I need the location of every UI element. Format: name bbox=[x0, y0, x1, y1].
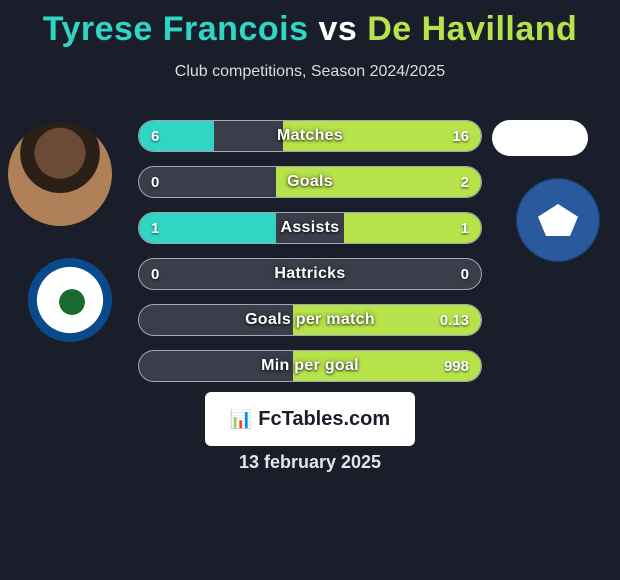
branding-text: FcTables.com bbox=[258, 408, 390, 431]
page-title: Tyrese Francois vs De Havilland bbox=[0, 0, 620, 49]
stat-bars: 616Matches 02Goals 11Assists 00Hattricks 0.1… bbox=[138, 120, 482, 396]
stat-row: 02Goals bbox=[138, 166, 482, 198]
stat-row: 0.13Goals per match bbox=[138, 304, 482, 336]
chart-icon: 📊 bbox=[230, 409, 252, 430]
player1-name: Tyrese Francois bbox=[43, 10, 309, 48]
stat-row: 616Matches bbox=[138, 120, 482, 152]
player2-avatar bbox=[492, 120, 588, 156]
stat-label: Goals bbox=[139, 167, 481, 197]
stat-label: Matches bbox=[139, 121, 481, 151]
player1-avatar bbox=[8, 122, 112, 226]
comparison-infographic: Tyrese Francois vs De Havilland Club com… bbox=[0, 0, 620, 580]
club1-badge-icon bbox=[28, 258, 112, 342]
stat-label: Hattricks bbox=[139, 259, 481, 289]
stat-label: Assists bbox=[139, 213, 481, 243]
stat-row: 998Min per goal bbox=[138, 350, 482, 382]
vs-word: vs bbox=[318, 10, 357, 48]
club2-badge-icon bbox=[516, 178, 600, 262]
subtitle: Club competitions, Season 2024/2025 bbox=[0, 63, 620, 81]
player2-name: De Havilland bbox=[367, 10, 577, 48]
stat-row: 00Hattricks bbox=[138, 258, 482, 290]
stat-row: 11Assists bbox=[138, 212, 482, 244]
stat-label: Min per goal bbox=[139, 351, 481, 381]
date-text: 13 february 2025 bbox=[0, 452, 620, 473]
stat-label: Goals per match bbox=[139, 305, 481, 335]
branding-box: 📊 FcTables.com bbox=[205, 392, 415, 446]
